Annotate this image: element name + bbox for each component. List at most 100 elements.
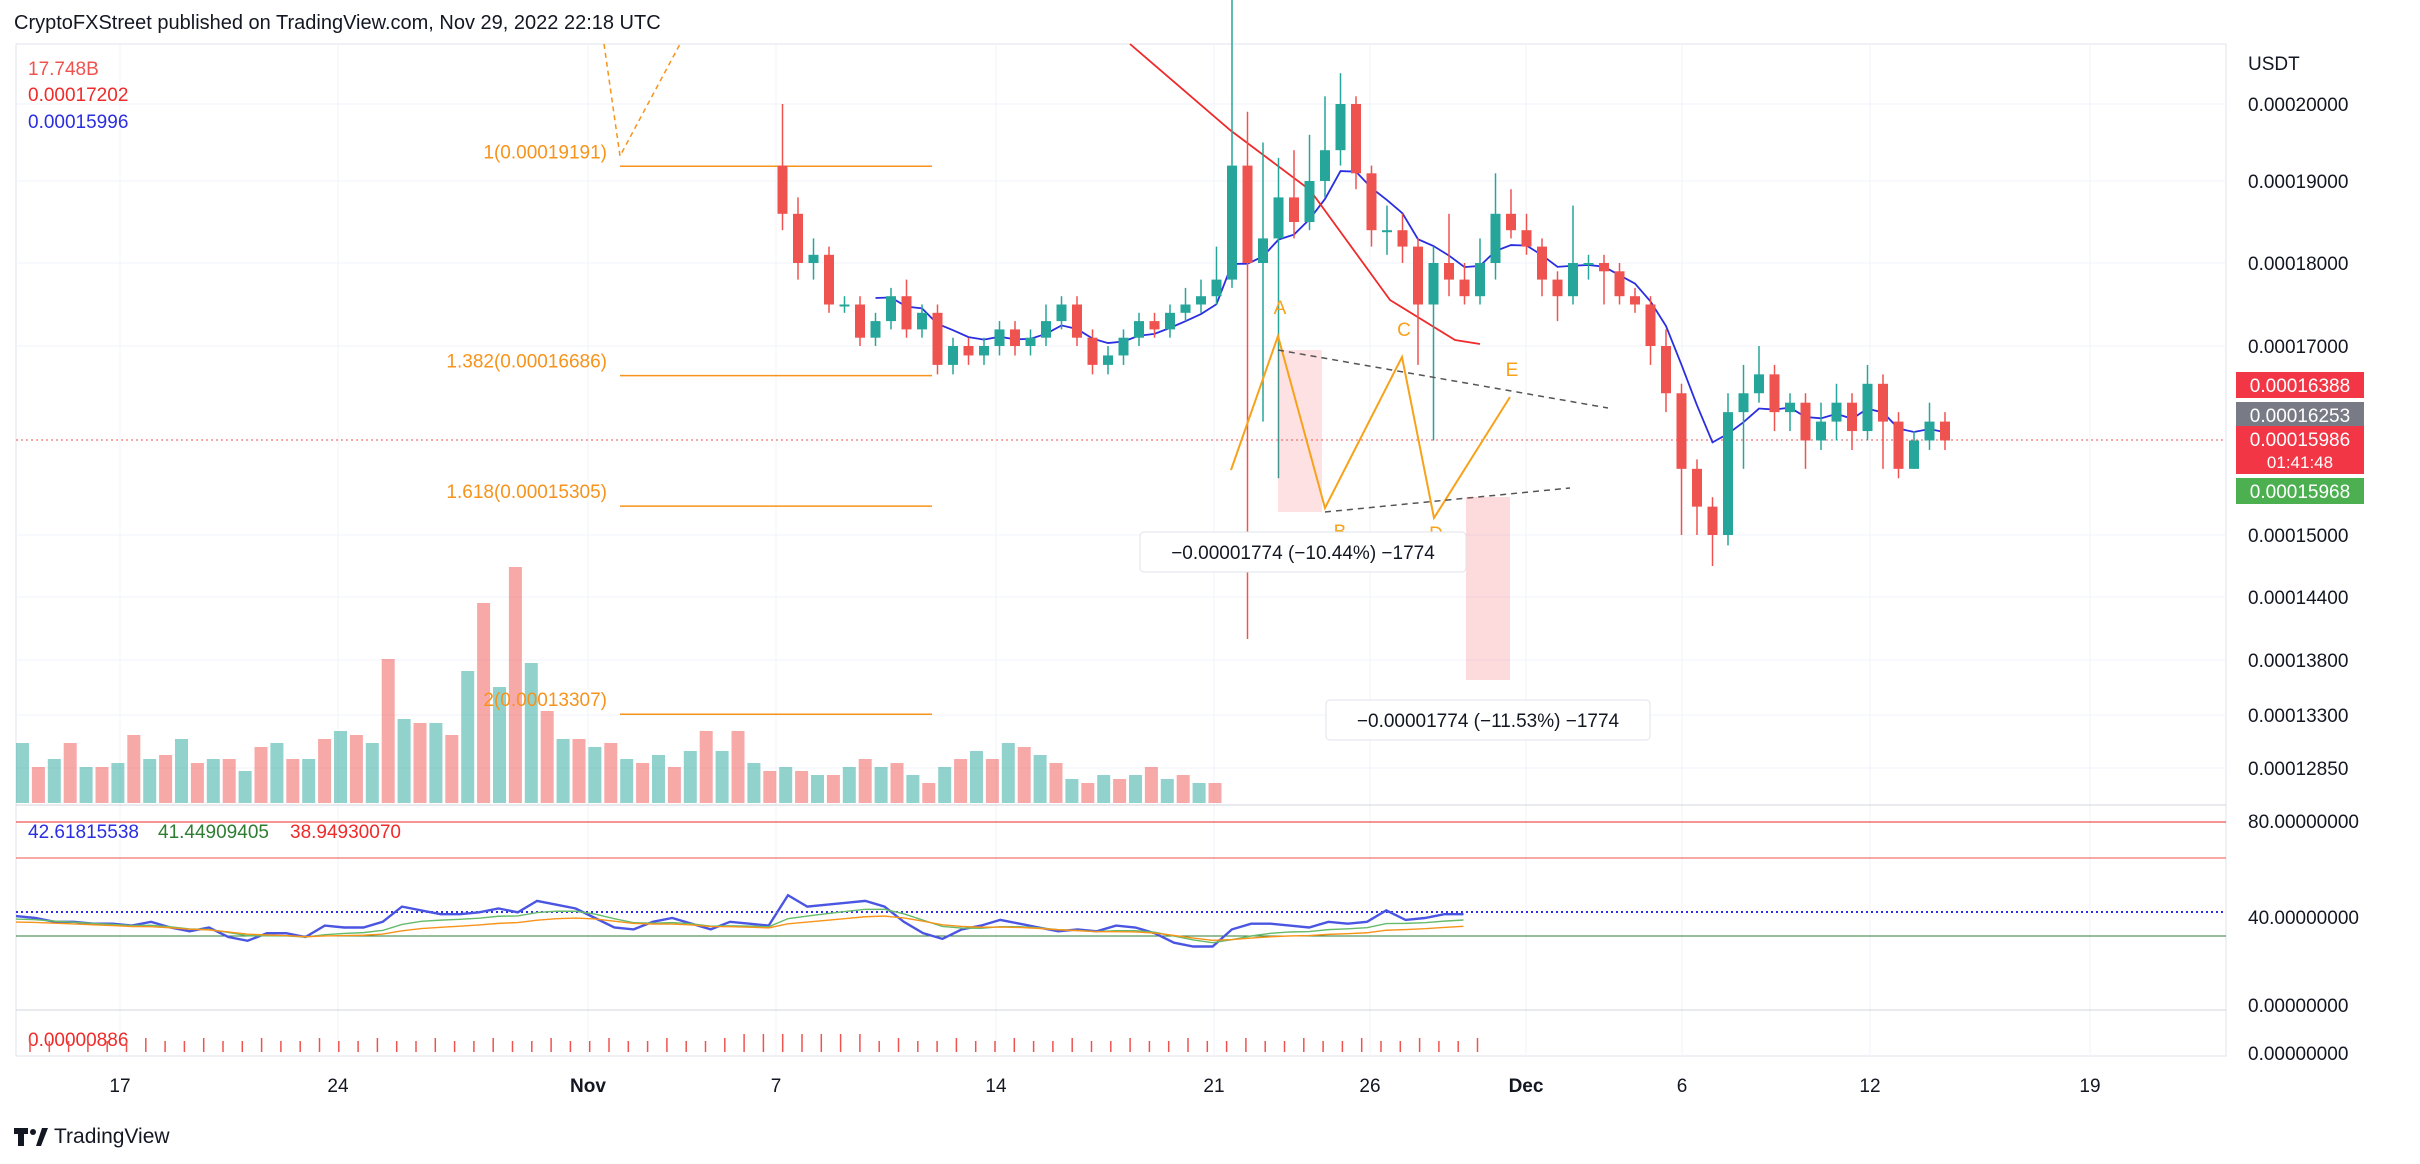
price-tag-value: 0.00016388 — [2250, 376, 2350, 397]
fib-label: 2(0.00013307) — [483, 690, 607, 711]
triangle-pattern: ABCDE — [1230, 298, 1609, 545]
volume-bar — [238, 771, 252, 803]
candle-body — [1645, 304, 1656, 346]
volume-bar — [779, 767, 793, 803]
candle-body — [1800, 402, 1811, 441]
candle-body — [1568, 263, 1578, 297]
candle-body — [1583, 263, 1594, 265]
candle-body — [777, 165, 788, 214]
volume-bar — [1081, 783, 1095, 803]
volume-bar — [954, 759, 968, 803]
price-tick: 0.00017000 — [2248, 337, 2348, 358]
measurement-box — [1139, 531, 1467, 573]
candle-body — [1893, 421, 1904, 469]
candle-body — [1227, 165, 1237, 280]
volume-bar — [63, 743, 77, 803]
volume-series — [16, 567, 1222, 803]
price-tag-box — [2236, 426, 2364, 474]
volume-bar — [652, 755, 665, 803]
volume-bar — [699, 731, 713, 803]
volume-bar — [985, 759, 999, 803]
volume-bar — [683, 751, 697, 803]
candle-body — [870, 321, 881, 338]
time-tick: 21 — [1203, 1076, 1224, 1097]
price-tag-value: 0.00015968 — [2250, 482, 2350, 503]
fib-anchor-line — [603, 43, 681, 159]
price-tick: 0.00018000 — [2248, 254, 2348, 275]
volume-bar — [1049, 763, 1063, 803]
volume-bar — [938, 767, 952, 803]
volume-bar — [826, 775, 840, 803]
price-tags[interactable]: 0.00016388 0.00016253 0.00015986 01:41:48 0.… — [2236, 372, 2364, 504]
candle-body — [1351, 104, 1361, 174]
measurement-boxes: −0.00001774 (−10.44%) −1774 −0.00001774 (… — [1139, 497, 1651, 741]
volume-bar — [397, 719, 411, 803]
pattern-point-label: E — [1506, 360, 1519, 381]
volume-bar — [47, 759, 61, 803]
volume-bar — [175, 739, 188, 803]
volume-bar — [1033, 755, 1047, 803]
candle-body — [1041, 321, 1051, 338]
measurement-box — [1325, 699, 1651, 741]
candle-body — [1211, 279, 1222, 297]
pattern-path — [1230, 332, 1511, 521]
volume-bar — [1144, 767, 1158, 803]
candle-body — [1149, 321, 1160, 330]
macd-tick: 0.00000000 — [2248, 1044, 2348, 1065]
volume-bar — [381, 659, 395, 803]
volume-bar — [413, 723, 427, 803]
volume-bar — [556, 739, 570, 803]
candle-body — [994, 329, 1005, 346]
macd-legend-value: 0.00000886 — [28, 1030, 128, 1051]
candle-body — [1707, 506, 1718, 535]
volume-bar — [890, 763, 904, 803]
candle-body — [1289, 197, 1299, 222]
candle-body — [917, 312, 927, 330]
candle-body — [855, 304, 865, 338]
chart-frame — [15, 43, 2227, 1057]
candle-body — [1413, 246, 1423, 305]
volume-bar — [572, 739, 586, 803]
candle-body — [1940, 421, 1950, 441]
volume-bar — [445, 735, 459, 803]
volume-bar — [493, 687, 506, 803]
rsi-tick: 40.00000000 — [2248, 908, 2359, 929]
footer[interactable]: TradingView — [14, 1122, 170, 1152]
price-tick: 0.00013800 — [2248, 651, 2348, 672]
rsi-ma-line — [15, 908, 1464, 944]
candle-body — [1692, 468, 1702, 507]
candle-body — [1196, 296, 1206, 305]
volume-bar — [16, 743, 29, 803]
candle-body — [1382, 230, 1392, 233]
volume-bar — [1065, 779, 1079, 803]
projection-shade — [1466, 497, 1510, 680]
footer-brand: TradingView — [54, 1125, 170, 1148]
chart-grid — [15, 43, 2227, 1057]
candle-body — [1661, 346, 1671, 394]
time-tick: 14 — [985, 1076, 1007, 1097]
volume-bar — [270, 743, 284, 803]
candle-body — [1072, 304, 1082, 338]
volume-bar — [31, 767, 45, 803]
volume-bar — [1208, 783, 1222, 803]
candle-body — [901, 296, 912, 330]
volume-bar — [874, 767, 888, 803]
candle-body — [839, 304, 850, 307]
price-axis-unit: USDT — [2248, 54, 2300, 75]
volume-bar — [365, 743, 379, 803]
time-tick: 7 — [771, 1076, 782, 1097]
candle-body — [1552, 279, 1563, 297]
volume-bar — [858, 759, 872, 803]
volume-bar — [143, 759, 157, 803]
candle-body — [1723, 412, 1733, 535]
candle-body — [1738, 393, 1749, 413]
candle-body — [1428, 263, 1439, 305]
candle-body — [948, 346, 958, 365]
volume-bar — [1001, 743, 1015, 803]
candle-body — [1258, 238, 1268, 263]
macd-tick: 0.00000000 — [2248, 996, 2348, 1017]
rsi-pane: 42.61815538 41.44909405 38.94930070 80.0000… — [15, 812, 2359, 948]
volume-bar — [1192, 783, 1206, 803]
volume-bar — [620, 759, 634, 803]
candlestick-series — [777, 0, 1950, 639]
